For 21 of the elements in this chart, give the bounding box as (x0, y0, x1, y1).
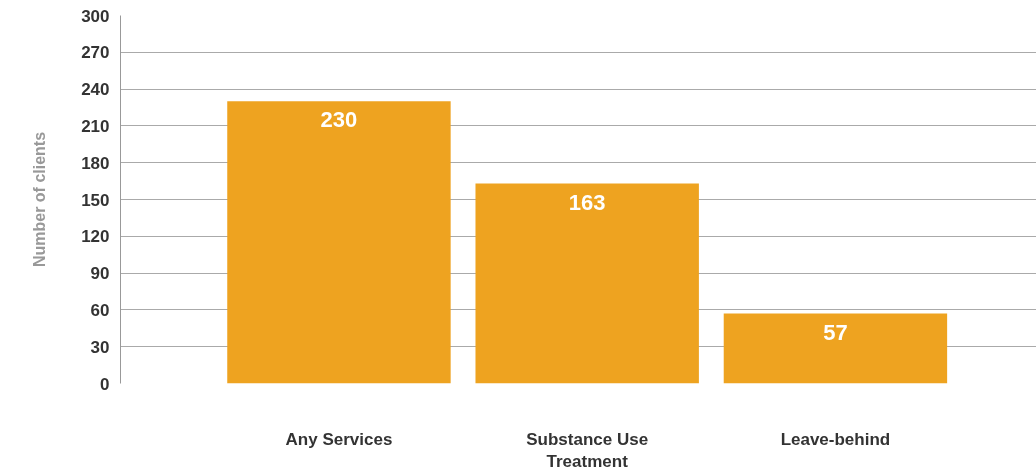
y-tick-label: 120 (81, 227, 110, 247)
data-label: 230 (320, 107, 358, 133)
y-tick-label: 0 (100, 374, 110, 394)
y-tick-label: 240 (81, 80, 110, 100)
bar (723, 313, 948, 384)
bar (475, 183, 699, 384)
x-tick-label: Leave-behind (780, 429, 891, 449)
y-tick-label: 300 (81, 6, 110, 26)
y-tick-label: 30 (90, 337, 110, 357)
y-tick-label: 180 (81, 153, 110, 173)
data-label: 57 (823, 319, 848, 345)
y-tick-label: 150 (81, 190, 110, 210)
y-axis-title: Number of clients (31, 131, 49, 268)
y-tick-label: 270 (81, 43, 110, 63)
y-tick-label: 60 (90, 300, 110, 320)
x-tick-label: Substance Use Treatment (526, 429, 649, 472)
x-tick-label: Any Services (285, 429, 393, 449)
data-label: 163 (568, 189, 606, 215)
y-tick-label: 90 (90, 264, 110, 284)
y-tick-label: 210 (81, 116, 110, 136)
bar (227, 101, 451, 384)
